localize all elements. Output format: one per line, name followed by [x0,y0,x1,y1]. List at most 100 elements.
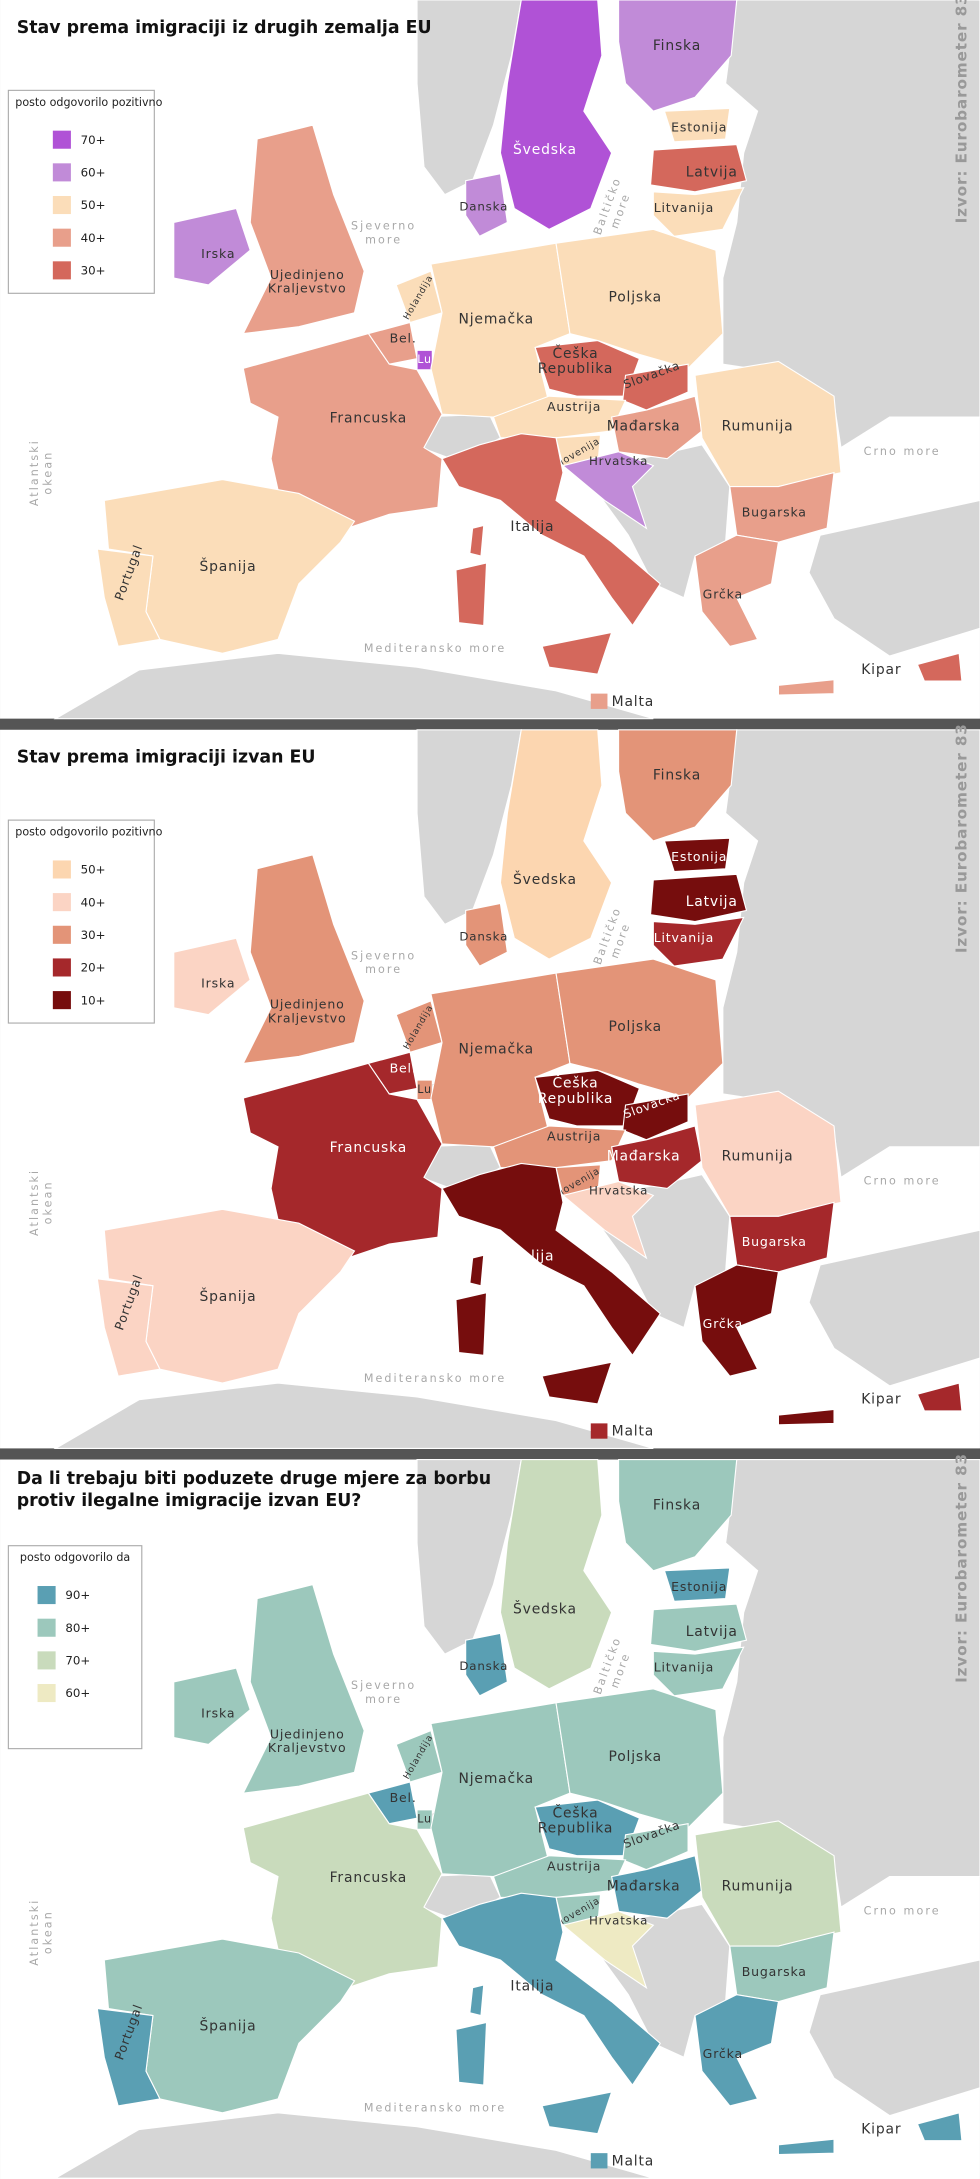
country-label: Francuska [330,410,408,426]
legend-swatch [37,1618,56,1637]
country-label-group: Bugarska [742,1234,807,1249]
sea-label-group: Mediteransko more [364,1372,504,1385]
country-shape [499,1458,613,1690]
legend-swatch [52,860,71,879]
country-label: Mađarska [607,1148,681,1164]
country-shape [492,395,627,439]
sea-label: Crno more [864,445,941,458]
country-label: Švedska [513,140,577,158]
country-shape [242,124,365,335]
country-shape [173,937,251,1016]
country-shape [916,652,963,682]
country-label-group: Litvanija [654,1660,714,1675]
country-label-group: Kipar [861,1392,900,1408]
sea-label: Mediteransko more [364,642,507,655]
country-shape [541,1361,613,1405]
legend-label: 80+ [65,1621,90,1635]
sea-label-group: Crno more [864,1175,939,1188]
country-label: Poljska [609,289,663,305]
legend-label: 70+ [81,133,106,147]
country-label: Njemačka [459,1041,534,1057]
country-shape [649,873,748,923]
country-label-group: Rumunija [722,419,793,435]
country-label-group: Austrija [547,1858,600,1873]
country-label-group: Danska [459,200,507,214]
panel-title-group: Stav prema imigraciji iz drugih zemalja … [17,18,432,38]
country-label-group: Švedska [513,1600,576,1618]
country-label: Švedska [513,870,577,888]
country-label: Rumunija [722,1878,794,1894]
legend-title: posto odgovorilo da [20,1551,130,1564]
legend-swatch [52,130,71,149]
country-label: Italija [510,1249,554,1265]
sea-label-group: Crno more [864,1904,941,1917]
country-shape [777,679,835,696]
country-shape [173,1667,251,1746]
sea-label: Sjeverno [351,1679,416,1692]
country-label: Republika [538,1091,614,1107]
country-shape [916,2112,963,2142]
country-label-group: Estonija [671,849,727,864]
country-label-group: Bel. [390,331,417,346]
country-label-group: Irska [201,976,235,991]
country-label: Poljska [609,1749,663,1765]
country-label-group: Litvanija [654,930,714,945]
legend-box [7,1545,143,1750]
legend-box [7,89,155,294]
sea-label-group: Crno more [864,445,941,458]
country-shape [652,916,745,967]
country-label: Bel. [390,1060,417,1075]
country-label-group: Danska [459,929,507,943]
country-label: Irska [201,1705,235,1720]
panel-title-group: Da li trebaju biti poduzete druge mjere … [17,1469,491,1511]
country-label-group: Poljska [609,1749,663,1765]
country-label-group: Bel. [390,1060,417,1075]
country-shape [694,1264,780,1377]
non-eu-land [53,1382,654,1449]
country-label-group: Hrvatska [589,1914,647,1928]
country-label: Estonija [671,119,727,134]
country-label: Ujedinjeno [270,997,345,1012]
country-shape [469,1254,485,1287]
country-label: Italija [510,519,554,535]
country-label: Estonija [671,849,727,864]
country-label: Bel. [390,331,417,346]
country-label-group: Hrvatska [589,1184,648,1198]
legend-title: posto odgovorilo pozitivno [15,96,162,109]
country-shape [561,1910,655,1990]
sea-label-group: Atlantski okean [28,439,55,506]
country-label-group: Poljska [609,1019,662,1035]
country-label-group: Francuska [330,1140,407,1156]
country-shape [492,1125,627,1169]
country-shape [618,729,738,842]
country-label-group: Njemačka [459,1041,534,1057]
sea-label: Crno more [864,1904,941,1917]
non-eu-land [53,652,654,720]
country-shape [694,1994,780,2107]
legend-title: posto odgovorilo pozitivno [15,826,162,839]
country-label: Irska [201,976,235,991]
country-shape [242,332,443,529]
country-label-group: Bel. [390,1790,416,1805]
country-label-group: Latvija [686,1624,737,1640]
source: Izvor: Eurobarometer 83 [952,0,970,223]
country-shape [649,1603,748,1652]
country-label: Hrvatska [589,454,648,468]
country-label-group: Španija [199,1287,255,1305]
country-label: Kipar [861,2122,901,2138]
country-label: Bugarska [742,1234,807,1249]
country-shape [777,1408,835,1426]
country-label: Hrvatska [589,1184,648,1198]
country-shape [663,837,731,873]
panel-title: protiv ilegalne imigracije izvan EU? [17,1491,362,1511]
country-label-group: Njemačka [459,312,534,328]
legend-label: 50+ [81,863,106,877]
country-shape [455,2021,488,2086]
country-shape [455,562,488,627]
sea-label: Atlantski [28,1169,41,1236]
legend-swatch [52,228,71,247]
country-label-group: Latvija [686,164,737,180]
legend-label: 50+ [81,198,106,212]
